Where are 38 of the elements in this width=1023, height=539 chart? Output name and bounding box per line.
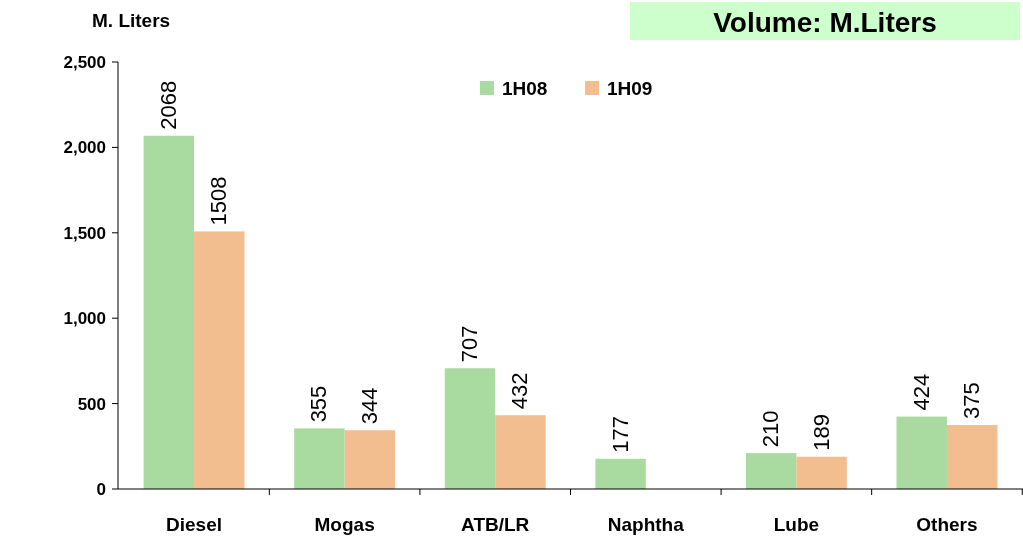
data-label: 177 [607, 416, 633, 453]
legend-label: 1H09 [607, 78, 653, 99]
data-label: 375 [959, 382, 985, 419]
legend-label: 1H08 [502, 78, 548, 99]
y-axis-title: M. Liters [92, 10, 171, 31]
chart-title: Volume: M.Liters [713, 7, 937, 38]
bar [595, 458, 646, 489]
bar [294, 428, 345, 489]
bar [896, 416, 947, 489]
bar [344, 430, 396, 489]
data-label: 210 [758, 410, 784, 448]
data-label: 2068 [155, 80, 181, 130]
bar [194, 231, 245, 489]
x-tick-label: Lube [773, 514, 820, 535]
bar [444, 368, 496, 489]
x-tick-label: ATB/LR [461, 514, 530, 535]
data-label: 707 [456, 325, 482, 363]
y-tick-label: 1,000 [63, 309, 106, 329]
x-tick-label: Diesel [166, 514, 223, 535]
data-label: 1508 [206, 176, 232, 226]
y-tick-label: 500 [77, 394, 106, 414]
data-label: 189 [808, 414, 834, 451]
x-tick-label: Naphtha [607, 514, 685, 535]
bar [796, 456, 847, 489]
y-tick-label: 2,000 [63, 138, 106, 158]
y-tick-label: 1,500 [63, 223, 106, 243]
x-tick-label: Others [916, 514, 978, 535]
data-label: 424 [908, 373, 934, 411]
data-label: 344 [356, 387, 382, 425]
data-label: 355 [306, 385, 332, 423]
bar [495, 415, 546, 489]
data-label: 432 [507, 372, 533, 410]
bar [143, 135, 195, 489]
x-tick-label: Mogas [314, 514, 375, 535]
y-tick-label: 2,500 [63, 53, 106, 72]
bar [745, 453, 797, 489]
y-tick-label: 0 [96, 480, 106, 499]
bar [946, 424, 998, 489]
